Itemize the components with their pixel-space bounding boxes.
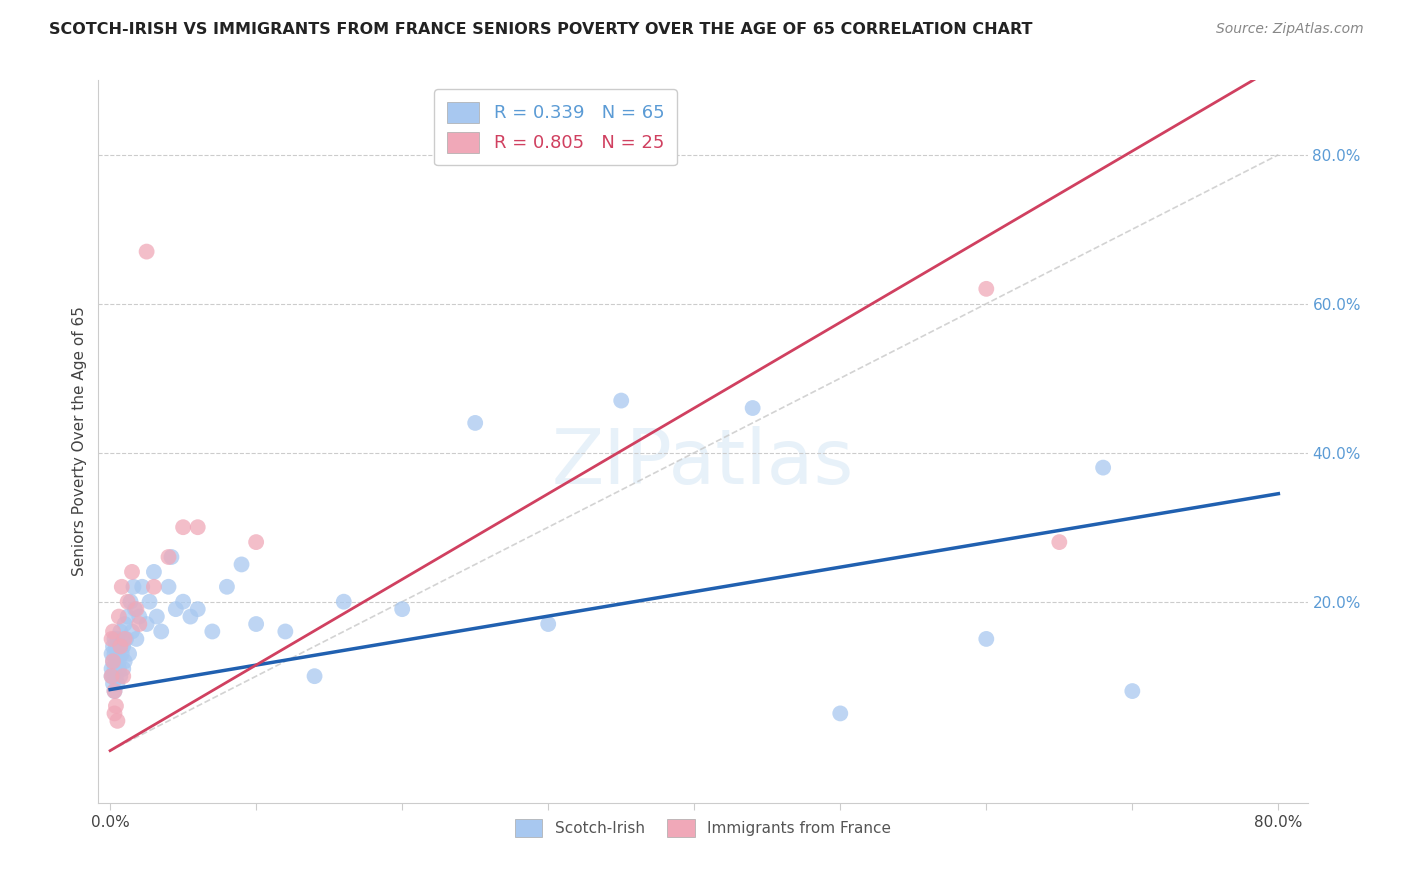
- Point: [110, 640, 132, 654]
- Point: [100, 647, 122, 661]
- Point: [101, 676, 124, 690]
- Point: [115, 632, 138, 646]
- Point: [100, 662, 122, 676]
- Point: [157, 549, 180, 564]
- Point: [172, 595, 194, 609]
- Point: [103, 684, 125, 698]
- Point: [120, 595, 142, 609]
- Point: [107, 676, 129, 690]
- Point: [121, 565, 143, 579]
- Point: [187, 520, 209, 534]
- Point: [142, 580, 165, 594]
- Point: [142, 565, 165, 579]
- Point: [112, 669, 135, 683]
- Text: SCOTCH-IRISH VS IMMIGRANTS FROM FRANCE SENIORS POVERTY OVER THE AGE OF 65 CORREL: SCOTCH-IRISH VS IMMIGRANTS FROM FRANCE S…: [49, 22, 1033, 37]
- Point: [1047, 535, 1070, 549]
- Point: [104, 654, 127, 668]
- Point: [974, 632, 997, 646]
- Point: [231, 558, 253, 572]
- Point: [172, 520, 194, 534]
- Point: [104, 669, 127, 683]
- Point: [111, 647, 134, 661]
- Point: [201, 624, 224, 639]
- Point: [391, 602, 413, 616]
- Point: [111, 632, 134, 646]
- Point: [101, 654, 124, 668]
- Point: [610, 393, 633, 408]
- Point: [332, 595, 354, 609]
- Point: [114, 617, 136, 632]
- Point: [103, 662, 125, 676]
- Point: [101, 640, 124, 654]
- Point: [103, 632, 125, 646]
- Point: [830, 706, 852, 721]
- Point: [104, 698, 127, 713]
- Point: [103, 706, 125, 721]
- Point: [110, 624, 132, 639]
- Point: [103, 684, 125, 698]
- Point: [107, 647, 129, 661]
- Point: [125, 602, 148, 616]
- Point: [108, 640, 131, 654]
- Point: [128, 617, 150, 632]
- Point: [108, 654, 131, 668]
- Point: [104, 640, 127, 654]
- Point: [111, 580, 134, 594]
- Point: [121, 624, 143, 639]
- Point: [160, 549, 183, 564]
- Point: [179, 609, 201, 624]
- Point: [103, 647, 125, 661]
- Point: [101, 654, 124, 668]
- Y-axis label: Seniors Poverty Over the Age of 65: Seniors Poverty Over the Age of 65: [72, 307, 87, 576]
- Point: [108, 662, 131, 676]
- Point: [100, 669, 122, 683]
- Point: [128, 609, 150, 624]
- Point: [146, 609, 169, 624]
- Point: [1092, 460, 1115, 475]
- Point: [245, 535, 267, 549]
- Point: [741, 401, 763, 415]
- Point: [187, 602, 209, 616]
- Point: [304, 669, 326, 683]
- Point: [165, 602, 187, 616]
- Point: [100, 669, 122, 683]
- Point: [107, 714, 129, 728]
- Point: [537, 617, 560, 632]
- Point: [150, 624, 173, 639]
- Point: [138, 595, 160, 609]
- Point: [974, 282, 997, 296]
- Point: [274, 624, 297, 639]
- Point: [122, 580, 145, 594]
- Point: [157, 580, 180, 594]
- Legend: Scotch-Irish, Immigrants from France: Scotch-Irish, Immigrants from France: [506, 810, 900, 846]
- Text: ZIPatlas: ZIPatlas: [551, 426, 855, 500]
- Point: [131, 580, 153, 594]
- Point: [110, 669, 132, 683]
- Point: [125, 632, 148, 646]
- Point: [215, 580, 238, 594]
- Point: [100, 632, 122, 646]
- Point: [114, 632, 136, 646]
- Text: Source: ZipAtlas.com: Source: ZipAtlas.com: [1216, 22, 1364, 37]
- Point: [117, 609, 139, 624]
- Point: [124, 602, 146, 616]
- Point: [135, 244, 157, 259]
- Point: [114, 654, 136, 668]
- Point: [135, 617, 157, 632]
- Point: [101, 624, 124, 639]
- Point: [112, 662, 135, 676]
- Point: [108, 609, 131, 624]
- Point: [117, 595, 139, 609]
- Point: [464, 416, 486, 430]
- Point: [245, 617, 267, 632]
- Point: [112, 640, 135, 654]
- Point: [118, 647, 141, 661]
- Point: [101, 669, 124, 683]
- Point: [107, 632, 129, 646]
- Point: [1121, 684, 1143, 698]
